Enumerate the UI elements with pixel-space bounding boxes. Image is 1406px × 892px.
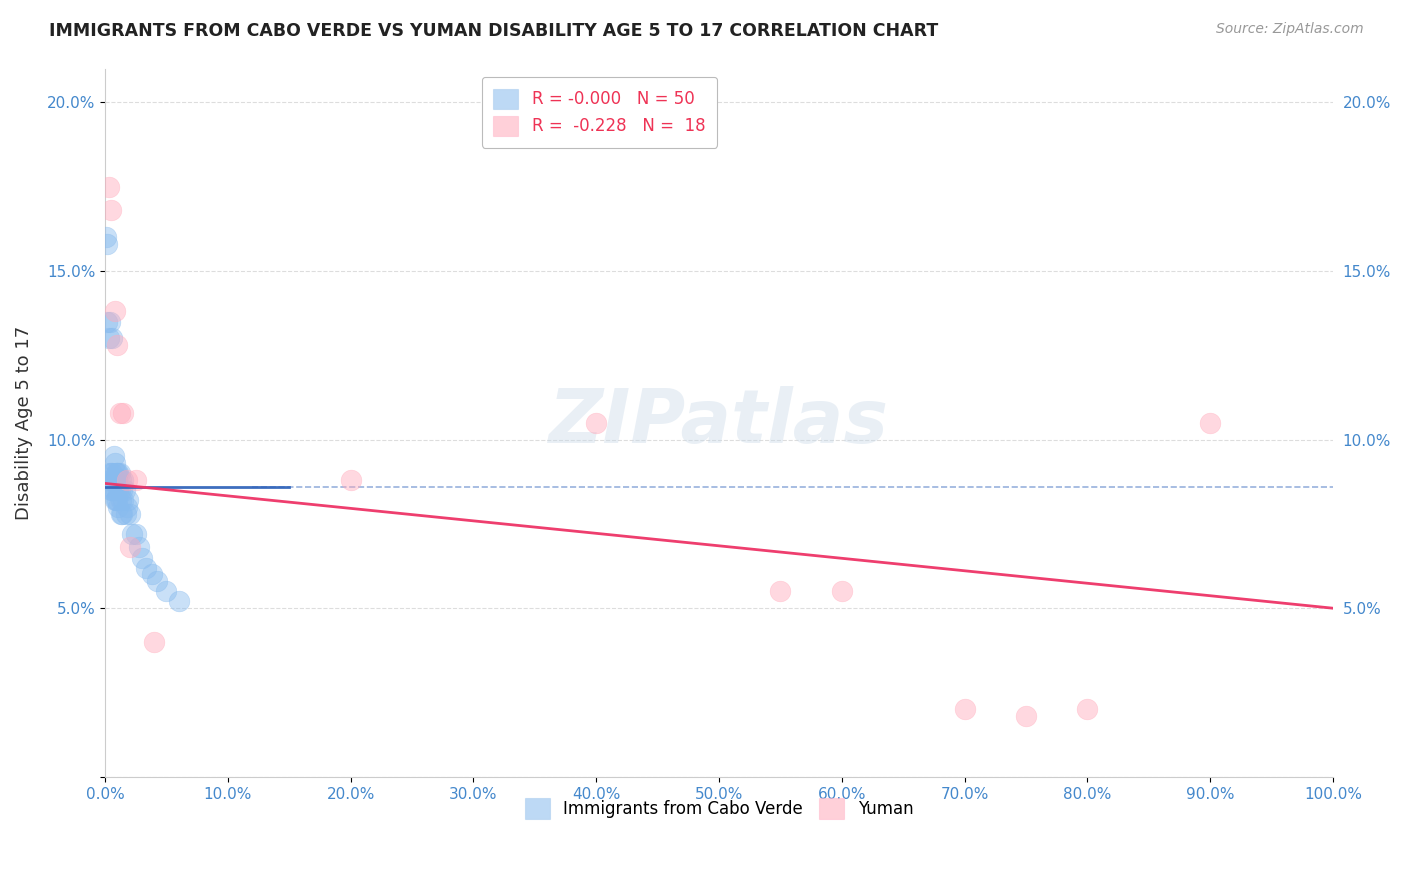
Point: [111, 507, 134, 521]
Point: [831, 584, 853, 599]
Point: [104, 473, 127, 487]
Text: ZIPatlas: ZIPatlas: [548, 386, 889, 459]
Legend: Immigrants from Cabo Verde, Yuman: Immigrants from Cabo Verde, Yuman: [517, 791, 920, 825]
Point: [97, 467, 120, 481]
Point: [1076, 702, 1098, 716]
Point: [585, 416, 607, 430]
Point: [98, 314, 121, 328]
Y-axis label: Disability Age 5 to 17: Disability Age 5 to 17: [15, 326, 32, 520]
Point: [105, 473, 128, 487]
Point: [1015, 709, 1038, 723]
Point: [953, 702, 976, 716]
Point: [107, 483, 129, 498]
Point: [155, 584, 177, 599]
Point: [97, 179, 120, 194]
Text: IMMIGRANTS FROM CABO VERDE VS YUMAN DISABILITY AGE 5 TO 17 CORRELATION CHART: IMMIGRANTS FROM CABO VERDE VS YUMAN DISA…: [49, 22, 938, 40]
Point: [141, 567, 163, 582]
Point: [108, 483, 131, 498]
Point: [769, 584, 792, 599]
Point: [108, 406, 131, 420]
Point: [118, 507, 141, 521]
Point: [114, 483, 136, 498]
Point: [125, 473, 148, 487]
Point: [112, 473, 135, 487]
Point: [110, 493, 132, 508]
Point: [339, 473, 361, 487]
Point: [104, 304, 127, 318]
Point: [105, 493, 128, 508]
Point: [96, 236, 118, 251]
Point: [103, 483, 125, 498]
Point: [108, 467, 131, 481]
Point: [111, 483, 134, 498]
Point: [105, 493, 128, 508]
Point: [96, 314, 118, 328]
Point: [128, 541, 150, 555]
Point: [100, 467, 122, 481]
Point: [1199, 416, 1222, 430]
Point: [96, 230, 118, 244]
Point: [131, 550, 153, 565]
Text: Source: ZipAtlas.com: Source: ZipAtlas.com: [1216, 22, 1364, 37]
Point: [145, 574, 167, 589]
Point: [104, 493, 127, 508]
Point: [104, 456, 127, 470]
Point: [115, 473, 138, 487]
Point: [115, 507, 138, 521]
Point: [103, 450, 125, 464]
Point: [112, 493, 135, 508]
Point: [134, 560, 156, 574]
Point: [105, 467, 128, 481]
Point: [100, 203, 122, 218]
Point: [118, 541, 141, 555]
Point: [107, 467, 129, 481]
Point: [125, 527, 148, 541]
Point: [101, 331, 124, 345]
Point: [101, 467, 124, 481]
Point: [105, 483, 128, 498]
Point: [107, 500, 129, 514]
Point: [101, 483, 124, 498]
Point: [143, 635, 166, 649]
Point: [100, 483, 122, 498]
Point: [105, 467, 128, 481]
Point: [105, 338, 128, 352]
Point: [97, 331, 120, 345]
Point: [121, 527, 143, 541]
Point: [110, 473, 132, 487]
Point: [98, 473, 121, 487]
Point: [117, 493, 139, 508]
Point: [115, 500, 138, 514]
Point: [167, 594, 190, 608]
Point: [103, 473, 125, 487]
Point: [110, 507, 132, 521]
Point: [112, 406, 135, 420]
